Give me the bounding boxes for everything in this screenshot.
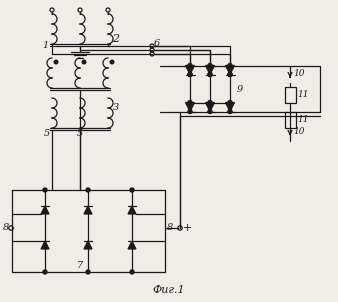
Polygon shape (41, 241, 49, 249)
Text: 5: 5 (77, 130, 83, 139)
Polygon shape (128, 241, 136, 249)
Text: 3: 3 (113, 104, 119, 113)
Polygon shape (225, 66, 235, 75)
Circle shape (188, 63, 192, 68)
Text: 11: 11 (297, 90, 309, 99)
Circle shape (188, 101, 192, 104)
Polygon shape (186, 102, 194, 111)
Text: 9: 9 (237, 85, 243, 94)
Polygon shape (84, 241, 92, 249)
Text: 7: 7 (77, 262, 83, 271)
Circle shape (228, 101, 232, 104)
Circle shape (43, 270, 47, 274)
Circle shape (54, 60, 58, 64)
Text: Фиг.1: Фиг.1 (153, 285, 185, 295)
Polygon shape (128, 206, 136, 214)
Circle shape (208, 72, 212, 76)
Text: 10: 10 (293, 127, 305, 136)
Circle shape (86, 188, 90, 192)
Text: 1: 1 (42, 41, 48, 50)
Circle shape (228, 72, 232, 76)
Circle shape (228, 63, 232, 68)
Text: 8: 8 (167, 223, 173, 233)
Circle shape (208, 72, 212, 76)
Circle shape (188, 72, 192, 76)
Text: +: + (183, 223, 192, 233)
Circle shape (110, 60, 114, 64)
Polygon shape (186, 66, 194, 75)
Polygon shape (206, 66, 215, 75)
Circle shape (188, 72, 192, 76)
Text: 10: 10 (293, 69, 305, 78)
Circle shape (43, 188, 47, 192)
Bar (285, 86, 295, 102)
Circle shape (188, 110, 192, 114)
Circle shape (82, 60, 86, 64)
Text: 11: 11 (297, 115, 309, 124)
Circle shape (130, 270, 134, 274)
Circle shape (228, 110, 232, 114)
Text: 8: 8 (3, 223, 9, 233)
Text: 6: 6 (154, 40, 160, 49)
Polygon shape (41, 206, 49, 214)
Circle shape (130, 188, 134, 192)
Polygon shape (225, 102, 235, 111)
Circle shape (86, 270, 90, 274)
Text: 2: 2 (112, 34, 119, 44)
Circle shape (208, 63, 212, 68)
Polygon shape (84, 206, 92, 214)
Circle shape (208, 110, 212, 114)
Bar (285, 111, 295, 127)
Polygon shape (206, 102, 215, 111)
Circle shape (228, 72, 232, 76)
Circle shape (208, 101, 212, 104)
Text: 5: 5 (44, 130, 50, 139)
